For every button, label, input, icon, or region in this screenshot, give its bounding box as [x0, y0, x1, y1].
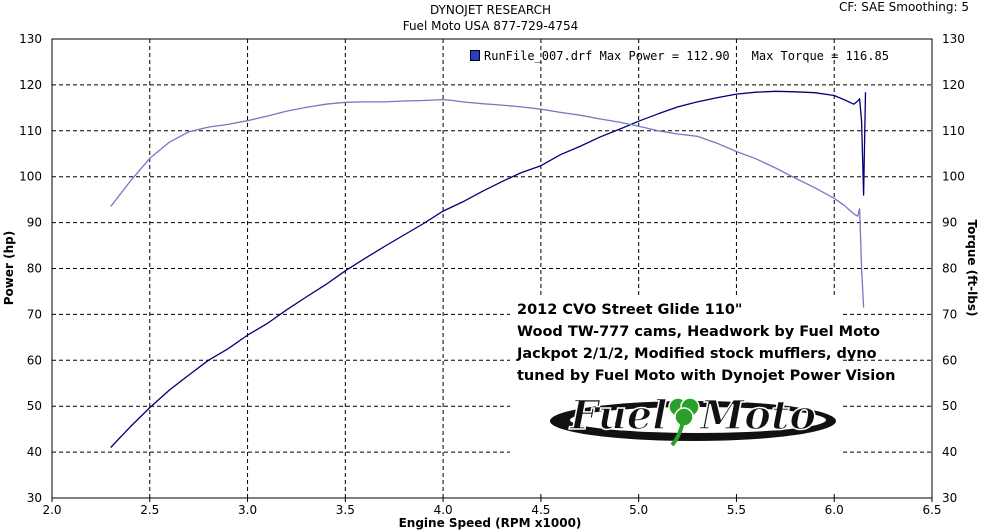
- y-tick-label-left: 90: [27, 216, 42, 230]
- annotation-line: 2012 CVO Street Glide 110": [517, 302, 743, 318]
- y-tick-label-left: 80: [27, 262, 42, 276]
- y-tick-label-left: 70: [27, 307, 42, 321]
- y-tick-label-right: 50: [942, 399, 957, 413]
- annotation-box: 2012 CVO Street Glide 110" Wood TW-777 c…: [510, 296, 896, 491]
- logo-text-moto: Moto: [698, 392, 816, 439]
- x-axis-label: Engine Speed (RPM x1000): [399, 516, 582, 530]
- y-tick-label-left: 30: [27, 491, 42, 505]
- legend-max-power: Max Power = 112.90: [599, 49, 730, 63]
- x-tick-label: 5.5: [727, 503, 746, 517]
- y-tick-label-left: 130: [19, 32, 42, 46]
- x-tick-label: 4.5: [531, 503, 550, 517]
- x-tick-label: 2.0: [42, 503, 61, 517]
- annotation-line: Wood TW-777 cams, Headwork by Fuel Moto: [517, 324, 880, 340]
- annotation-line: tuned by Fuel Moto with Dynojet Power Vi…: [517, 368, 896, 384]
- y-tick-label-left: 60: [27, 353, 42, 367]
- x-tick-label: 3.5: [336, 503, 355, 517]
- y-tick-label-right: 110: [942, 124, 965, 138]
- fuel-moto-logo: Fuel Moto: [550, 391, 836, 447]
- y-tick-label-left: 120: [19, 78, 42, 92]
- x-tick-label: 5.0: [629, 503, 648, 517]
- y-tick-label-left: 110: [19, 124, 42, 138]
- y-tick-label-right: 90: [942, 216, 957, 230]
- chart-subtitle: Fuel Moto USA 877-729-4754: [402, 19, 579, 33]
- y-tick-label-right: 80: [942, 262, 957, 276]
- x-tick-label: 2.5: [140, 503, 159, 517]
- clover-icon: [668, 397, 700, 447]
- y-axis-label-left: Power (hp): [2, 231, 16, 305]
- legend: RunFile_007.drf Max Power = 112.90 Max To…: [470, 49, 889, 63]
- x-tick-label: 6.0: [825, 503, 844, 517]
- settings-readout: CF: SAE Smoothing: 5: [838, 0, 969, 14]
- y-tick-label-left: 50: [27, 399, 42, 413]
- legend-max-torque: Max Torque = 116.85: [751, 49, 889, 63]
- chart-title: DYNOJET RESEARCH: [429, 3, 552, 17]
- x-tick-label: 3.0: [238, 503, 257, 517]
- y-tick-label-right: 30: [942, 491, 957, 505]
- y-tick-label-right: 120: [942, 78, 965, 92]
- y-axis-label-right: Torque (ft-lbs): [965, 220, 979, 317]
- logo-swoosh-inner: [570, 407, 826, 433]
- data-series: [110, 90, 867, 448]
- annotation-line: Jackpot 2/1/2, Modified stock mufflers, …: [517, 346, 877, 362]
- y-tick-label-right: 100: [942, 170, 965, 184]
- power-series-line: [110, 90, 867, 448]
- legend-run-name: RunFile_007.drf: [484, 49, 593, 63]
- y-tick-label-left: 100: [19, 170, 42, 184]
- y-tick-label-right: 40: [942, 445, 957, 459]
- logo-text-fuel: Fuel: [569, 392, 667, 439]
- x-tick-label: 4.0: [434, 503, 453, 517]
- y-tick-label-right: 70: [942, 307, 957, 321]
- x-tick-label: 6.5: [922, 503, 941, 517]
- y-tick-label-right: 60: [942, 353, 957, 367]
- legend-swatch: [470, 50, 480, 61]
- y-tick-label-right: 130: [942, 32, 965, 46]
- y-tick-label-left: 40: [27, 445, 42, 459]
- torque-series-line: [110, 98, 865, 308]
